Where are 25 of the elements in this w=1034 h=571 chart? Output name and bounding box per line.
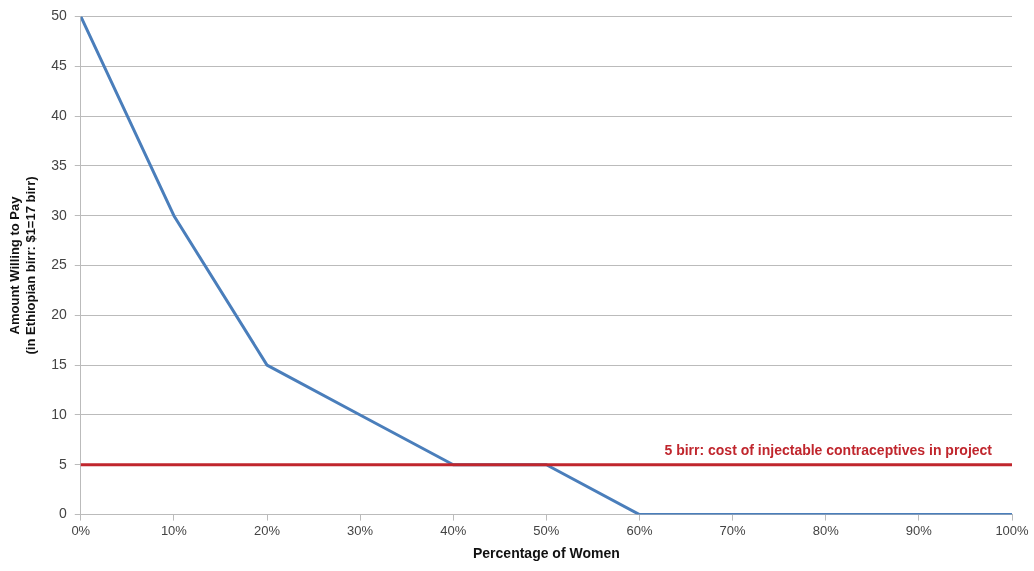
y-tick-label: 20 [51,306,67,323]
y-tick-label: 45 [51,57,67,74]
x-tick-label: 40% [440,522,467,538]
x-tick-label: 80% [812,522,840,538]
y-tick-label: 15 [51,356,67,372]
y-tick-label: 5 [58,455,67,472]
y-tick-label: 30 [51,206,67,223]
x-tick-label: 50% [533,522,560,538]
x-axis-title: Percentage of Women [473,545,620,562]
x-tick-label: 90% [905,522,933,538]
y-tick-label: 35 [51,156,67,173]
x-tick-label: 100% [995,522,1030,538]
x-tick-label: 20% [254,522,281,538]
y-tick-label: 50 [51,7,67,24]
x-tick-label: 60% [626,522,653,538]
y-tick-label: 25 [51,256,67,273]
x-tick-label: 0% [71,522,91,538]
x-tick-label: 30% [347,522,374,538]
y-tick-label: 40 [51,106,67,123]
y-tick-label: 10 [51,405,67,422]
y-tick-label: 0 [58,505,67,522]
x-tick-label: 70% [719,522,747,538]
y-axis-title: Amount Willing to Pay (in Ethiopian birr: $1=17 birr) [7,176,38,355]
ref-line-label: 5 birr: cost of injectable contraceptives in project [664,441,993,458]
x-tick-label: 10% [160,522,188,538]
